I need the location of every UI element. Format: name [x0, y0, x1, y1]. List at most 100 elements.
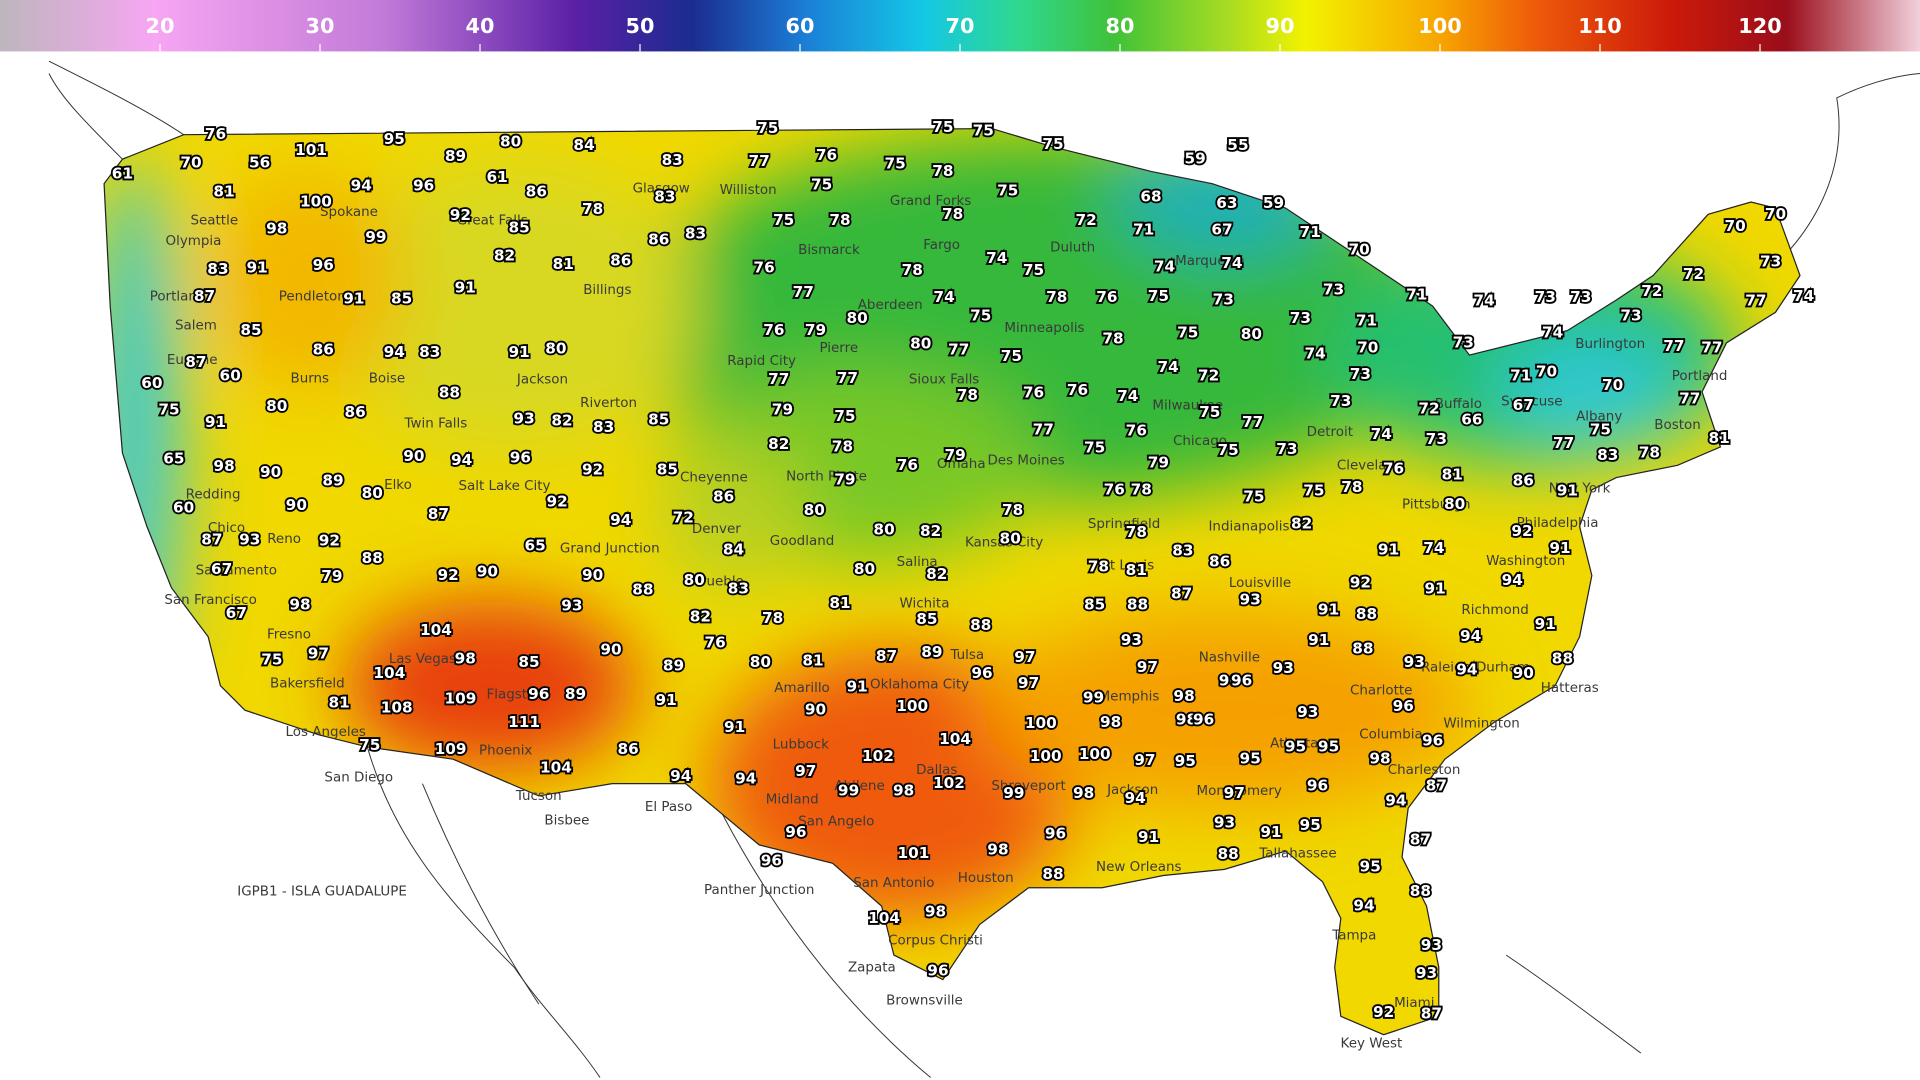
- temperature-label: 90: [600, 641, 621, 659]
- temperature-label: 79: [944, 446, 965, 464]
- temperature-label: 77: [768, 370, 789, 388]
- temperature-label: 94: [1385, 791, 1406, 809]
- temperature-label: 91: [655, 691, 676, 709]
- temperature-label: 85: [916, 610, 937, 628]
- temperature-label: 67: [226, 604, 247, 622]
- temperature-label: 87: [185, 353, 206, 371]
- temperature-label: 73: [1535, 288, 1556, 306]
- temperature-label: 90: [582, 566, 603, 584]
- temperature-label: 91: [1318, 600, 1339, 618]
- temperature-label: 67: [1211, 221, 1232, 239]
- temperature-label: 88: [439, 384, 460, 402]
- temperature-label: 85: [509, 218, 530, 236]
- temperature-label: 98: [1073, 784, 1094, 802]
- temperature-label: 73: [1350, 365, 1371, 383]
- temperature-label: 80: [266, 397, 287, 415]
- city-label: Midland: [766, 793, 819, 808]
- temperature-label: 88: [632, 581, 653, 599]
- city-label: Las Vegas: [389, 652, 456, 667]
- temperature-label: 94: [384, 343, 405, 361]
- temperature-label: 81: [1126, 561, 1147, 579]
- city-label: Portland: [1672, 369, 1728, 384]
- temperature-label: 98: [1100, 713, 1121, 731]
- temperature-label: 93: [1404, 653, 1425, 671]
- temperature-label: 71: [1356, 311, 1377, 329]
- temperature-label: 81: [1709, 429, 1730, 447]
- temperature-label: 98: [455, 649, 476, 667]
- temperature-label: 82: [768, 435, 789, 453]
- temperature-label: 96: [1422, 731, 1443, 749]
- temperature-label: 84: [573, 136, 594, 154]
- temperature-label: 72: [673, 508, 694, 526]
- city-label: Salt Lake City: [458, 479, 550, 494]
- temperature-label: 83: [728, 579, 749, 597]
- temperature-label: 88: [1042, 865, 1063, 883]
- temperature-label: 85: [240, 321, 261, 339]
- temperature-label: 55: [1227, 136, 1248, 154]
- city-labels: Seattle Olympia Portland Salem Eugene Pendlet…: [150, 182, 1728, 1052]
- city-label: Wilmington: [1443, 717, 1519, 732]
- temperature-label: 81: [802, 652, 823, 670]
- temperature-label: 72: [1418, 399, 1439, 417]
- temperature-label: 70: [1357, 338, 1378, 356]
- city-label: Jackson: [1106, 783, 1158, 798]
- temperature-label: 94: [1353, 897, 1374, 915]
- colorbar-tick-label: 70: [946, 14, 975, 38]
- temperature-label: 76: [205, 125, 226, 143]
- city-label: Fresno: [267, 627, 311, 642]
- temperature-label: 60: [220, 366, 241, 384]
- temperature-label: 65: [163, 450, 184, 468]
- temperature-label: 92: [1350, 573, 1371, 591]
- temperature-label: 100: [896, 697, 928, 715]
- temperature-label: 91: [1138, 828, 1159, 846]
- temperature-label: 89: [445, 147, 466, 165]
- city-label: San Francisco: [164, 593, 256, 608]
- city-label: St Louis: [1101, 559, 1154, 574]
- city-label: Nashville: [1199, 651, 1260, 666]
- city-label: Aberdeen: [858, 298, 923, 313]
- city-label: North Platte: [786, 469, 867, 484]
- temperature-label: 99: [365, 228, 386, 246]
- temperature-label: 75: [158, 401, 179, 419]
- temperature-label: 79: [834, 471, 855, 489]
- city-label: Burns: [290, 371, 329, 386]
- temperature-label: 75: [1042, 135, 1063, 153]
- temperature-label: 75: [1218, 441, 1239, 459]
- temperature-label: 109: [435, 740, 467, 758]
- city-label: Goodland: [770, 534, 834, 549]
- temperature-label: 88: [1352, 639, 1373, 657]
- station-note: IGPB1 - ISLA GUADALUPE: [237, 884, 407, 899]
- temperature-label: 81: [829, 594, 850, 612]
- temperature-label: 95: [1318, 737, 1339, 755]
- temperature-label: 71: [1510, 366, 1531, 384]
- temperature-label: 77: [1553, 434, 1574, 452]
- city-label: Grand Junction: [560, 542, 660, 557]
- temperature-label: 90: [286, 496, 307, 514]
- temperature-label: 93: [1121, 631, 1142, 649]
- temperature-label: 75: [997, 182, 1018, 200]
- temperature-label: 76: [1023, 384, 1044, 402]
- temperature-label: 94: [670, 767, 691, 785]
- temperature-label: 60: [173, 499, 194, 517]
- temperature-label: 82: [920, 522, 941, 540]
- temperature-label: 77: [1701, 338, 1722, 356]
- city-label: Milwaukee: [1152, 398, 1223, 413]
- temperature-label: 100: [1025, 714, 1057, 732]
- temperature-label: 93: [1416, 964, 1437, 982]
- temperature-label: 94: [1460, 627, 1481, 645]
- temperature-label: 95: [1240, 750, 1261, 768]
- temperature-label: 89: [921, 643, 942, 661]
- temperature-label: 75: [884, 155, 905, 173]
- city-label: Riverton: [580, 396, 637, 411]
- temperature-label: 86: [526, 183, 547, 201]
- temperature-label: 102: [933, 774, 965, 792]
- temperature-label: 93: [1240, 591, 1261, 609]
- temperature-label: 89: [322, 472, 343, 490]
- temperature-label: 78: [1126, 523, 1147, 541]
- temperature-label: 104: [939, 730, 971, 748]
- temperature-label: 87: [1421, 1004, 1442, 1022]
- city-label: Buffalo: [1435, 397, 1482, 412]
- temperature-label: 91: [455, 278, 476, 296]
- temperature-label: 83: [654, 188, 675, 206]
